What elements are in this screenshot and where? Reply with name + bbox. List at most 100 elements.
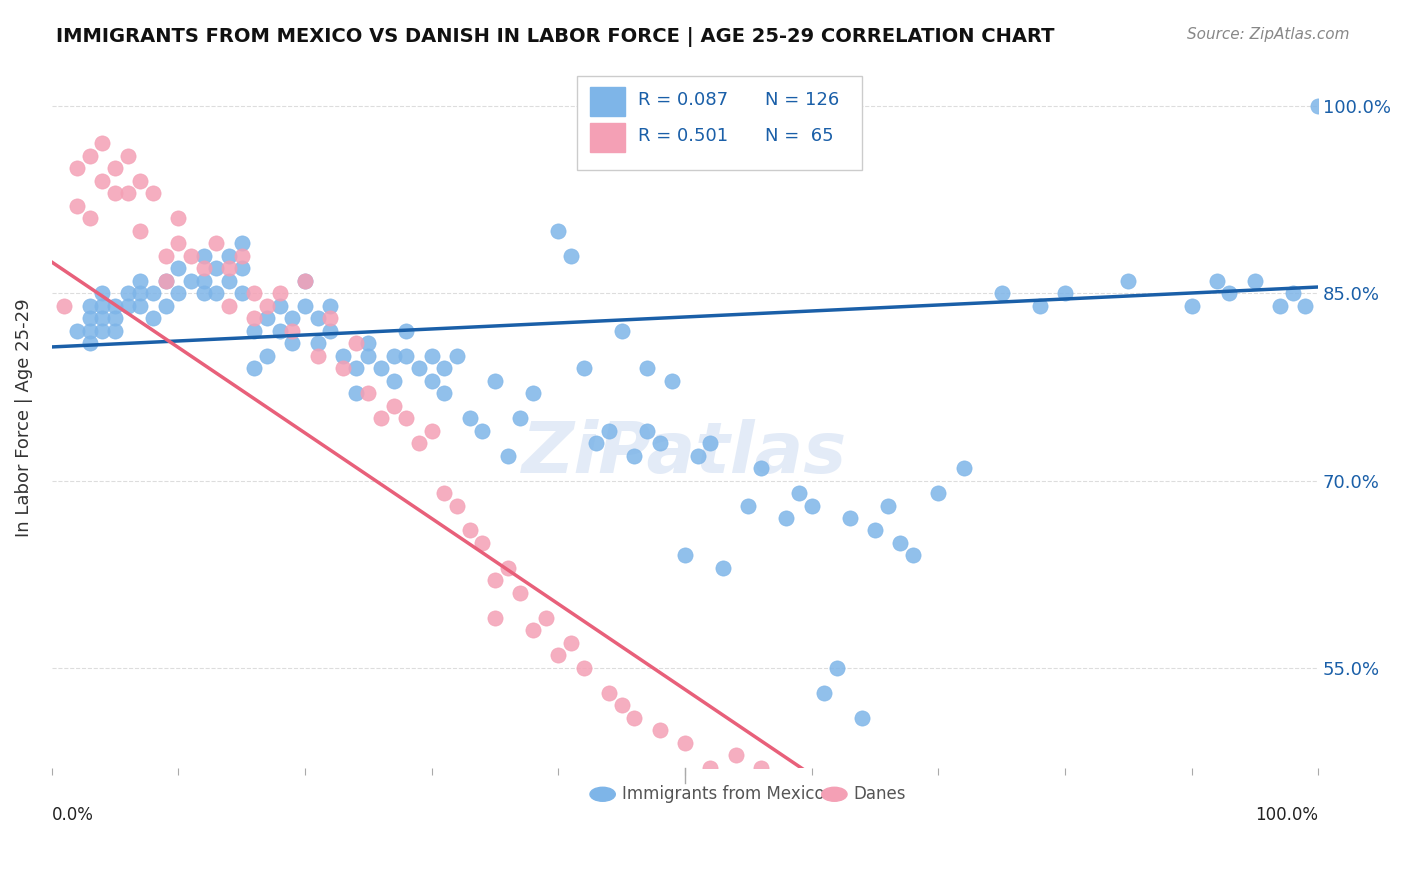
Point xyxy=(243,361,266,376)
Point xyxy=(231,249,253,263)
Point xyxy=(167,261,190,276)
Point xyxy=(673,736,696,750)
Point xyxy=(193,261,215,276)
Point xyxy=(585,436,607,450)
Text: R = 0.501: R = 0.501 xyxy=(638,128,728,145)
Point xyxy=(572,361,595,376)
Point xyxy=(218,261,240,276)
Point xyxy=(395,411,418,425)
Point xyxy=(699,436,721,450)
Text: N =  65: N = 65 xyxy=(765,128,834,145)
Point xyxy=(66,324,89,338)
Point xyxy=(307,311,329,326)
Point xyxy=(307,349,329,363)
Text: 100.0%: 100.0% xyxy=(1256,806,1319,824)
Point xyxy=(66,199,89,213)
Point xyxy=(1053,286,1076,301)
Point xyxy=(218,274,240,288)
Point xyxy=(711,561,734,575)
Point xyxy=(117,149,139,163)
Point xyxy=(332,349,354,363)
Point xyxy=(344,386,367,401)
Point xyxy=(129,274,152,288)
Point xyxy=(610,324,633,338)
Point xyxy=(193,249,215,263)
Point xyxy=(496,449,519,463)
Point xyxy=(863,524,886,538)
Point xyxy=(800,786,823,800)
Point xyxy=(142,286,165,301)
Point xyxy=(648,723,671,738)
Point xyxy=(269,299,291,313)
Point xyxy=(420,424,443,438)
Point xyxy=(534,611,557,625)
Point xyxy=(117,299,139,313)
Y-axis label: In Labor Force | Age 25-29: In Labor Force | Age 25-29 xyxy=(15,299,32,537)
Point xyxy=(91,174,114,188)
Point xyxy=(117,286,139,301)
Point xyxy=(256,311,278,326)
Point xyxy=(142,186,165,201)
Point xyxy=(167,211,190,226)
Point xyxy=(180,249,202,263)
Point xyxy=(749,461,772,475)
Point xyxy=(1308,99,1330,113)
Point xyxy=(53,299,76,313)
Point xyxy=(205,261,228,276)
Point xyxy=(990,286,1012,301)
Point xyxy=(433,486,456,500)
Point xyxy=(863,811,886,825)
Point xyxy=(66,161,89,176)
Point xyxy=(775,773,797,788)
Point xyxy=(648,436,671,450)
Text: R = 0.087: R = 0.087 xyxy=(638,91,728,109)
Point xyxy=(547,648,569,663)
Point xyxy=(307,336,329,351)
Point xyxy=(231,286,253,301)
Point xyxy=(560,249,582,263)
Point xyxy=(91,324,114,338)
Point xyxy=(167,236,190,251)
Point xyxy=(319,299,342,313)
Point xyxy=(446,349,468,363)
Point xyxy=(357,349,380,363)
Point xyxy=(1218,286,1240,301)
Point xyxy=(382,374,405,388)
Point xyxy=(661,374,683,388)
Point xyxy=(471,536,494,550)
Point xyxy=(825,798,848,813)
Point xyxy=(332,361,354,376)
Point xyxy=(572,661,595,675)
Point xyxy=(142,311,165,326)
Point xyxy=(218,299,240,313)
Point xyxy=(408,361,430,376)
Point xyxy=(446,499,468,513)
Point xyxy=(319,324,342,338)
Point xyxy=(91,299,114,313)
Point xyxy=(787,486,810,500)
Point xyxy=(382,349,405,363)
Point xyxy=(218,249,240,263)
Point xyxy=(889,536,911,550)
Point xyxy=(370,411,392,425)
Point xyxy=(408,436,430,450)
Point xyxy=(952,461,974,475)
Point xyxy=(357,336,380,351)
Point xyxy=(117,186,139,201)
Point xyxy=(901,549,924,563)
Point xyxy=(1116,274,1139,288)
Point xyxy=(205,236,228,251)
Point xyxy=(357,386,380,401)
Point xyxy=(104,324,127,338)
Point xyxy=(243,324,266,338)
Point xyxy=(623,711,645,725)
Point xyxy=(269,324,291,338)
Point xyxy=(724,748,747,763)
Point xyxy=(699,761,721,775)
Point xyxy=(1028,299,1050,313)
Point xyxy=(382,399,405,413)
Point xyxy=(79,211,101,226)
Text: Source: ZipAtlas.com: Source: ZipAtlas.com xyxy=(1187,27,1350,42)
Point xyxy=(522,386,544,401)
Point xyxy=(370,361,392,376)
